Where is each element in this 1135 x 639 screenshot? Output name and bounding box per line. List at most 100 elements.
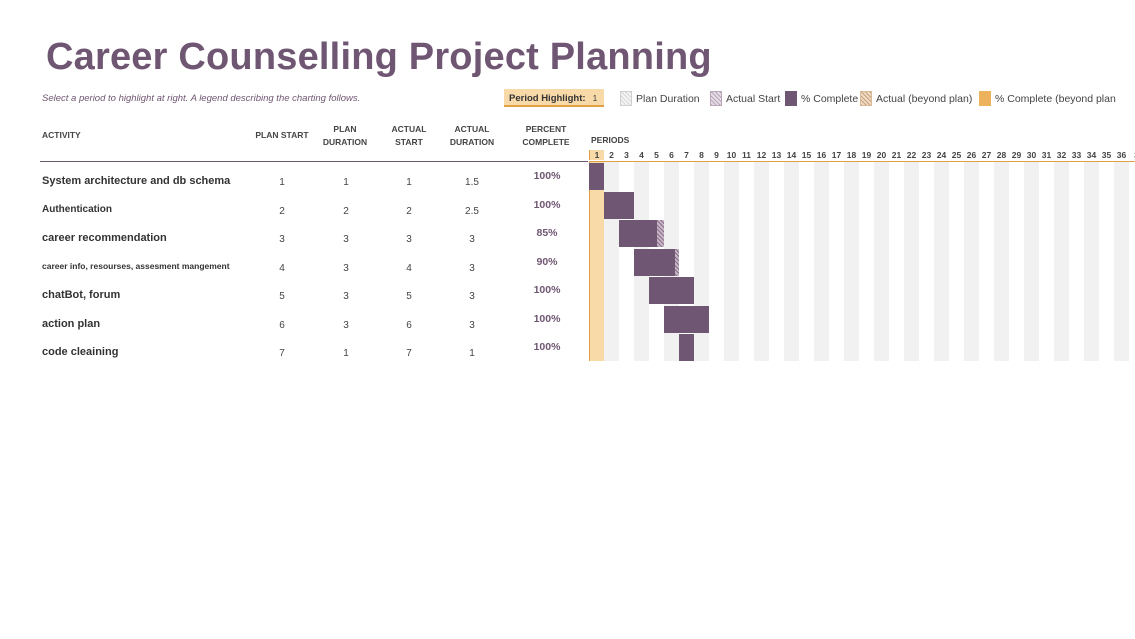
actual-start-cell: 6 xyxy=(406,320,412,331)
actual-duration-cell: 3 xyxy=(469,291,475,302)
plan-start-cell: 6 xyxy=(279,320,285,331)
period-column xyxy=(874,162,889,361)
header-activity: ACTIVITY xyxy=(42,130,81,140)
header-line: PLAN xyxy=(333,124,357,134)
period-column xyxy=(724,162,739,361)
percent-complete-bar xyxy=(589,163,604,190)
plan-duration-cell: 1 xyxy=(343,177,349,188)
period-column xyxy=(829,162,844,361)
page-title: Career Counselling Project Planning xyxy=(46,36,712,78)
period-number: 1 xyxy=(589,150,604,160)
period-column xyxy=(709,162,724,361)
actual-duration-cell: 3 xyxy=(469,234,475,245)
period-column xyxy=(799,162,814,361)
period-number: 17 xyxy=(831,150,842,160)
header-plan-start: PLAN START xyxy=(255,130,309,140)
actual-duration-cell: 2.5 xyxy=(465,206,479,217)
activity-name: Authentication xyxy=(42,204,112,215)
header-line: PERCENT xyxy=(525,124,567,134)
period-number: 3 xyxy=(624,150,629,160)
period-number: 7 xyxy=(684,150,689,160)
actual-start-cell: 4 xyxy=(406,263,412,274)
header-actual-start: ACTUAL START xyxy=(379,123,439,149)
period-column xyxy=(754,162,769,361)
actual-start-swatch xyxy=(710,91,722,106)
period-column xyxy=(979,162,994,361)
period-column xyxy=(1129,162,1135,361)
legend-plan-duration: Plan Duration xyxy=(620,90,700,107)
period-number: 30 xyxy=(1026,150,1037,160)
period-number: 25 xyxy=(951,150,962,160)
period-number: 26 xyxy=(966,150,977,160)
activity-name: action plan xyxy=(42,318,101,330)
actual-beyond-swatch xyxy=(860,91,872,106)
plan-start-cell: 7 xyxy=(279,348,285,359)
actual-start-cell: 7 xyxy=(406,348,412,359)
period-number: 2 xyxy=(609,150,614,160)
period-number: 13 xyxy=(771,150,782,160)
period-column xyxy=(1009,162,1024,361)
period-column xyxy=(844,162,859,361)
periods-label: PERIODS xyxy=(591,135,630,145)
header-line: ACTUAL xyxy=(391,124,427,134)
percent-complete-cell: 100% xyxy=(533,284,561,296)
period-column xyxy=(1114,162,1129,361)
period-number: 12 xyxy=(756,150,767,160)
actual-duration-cell: 3 xyxy=(469,263,475,274)
period-highlight-input[interactable]: 1 xyxy=(592,94,598,103)
actual-start-cell: 5 xyxy=(406,291,412,302)
period-number: 29 xyxy=(1011,150,1022,160)
period-column xyxy=(949,162,964,361)
header-line: COMPLETE xyxy=(522,137,570,147)
plan-duration-cell: 1 xyxy=(343,348,349,359)
header-plan-duration: PLAN DURATION xyxy=(315,123,375,149)
plan-duration-cell: 3 xyxy=(343,234,349,245)
period-number: 22 xyxy=(906,150,917,160)
legend-percent-beyond: % Complete (beyond plan xyxy=(979,90,1116,107)
period-column xyxy=(934,162,949,361)
plan-duration-cell: 2 xyxy=(343,206,349,217)
legend-actual-start: Actual Start xyxy=(710,90,780,107)
legend-label: Actual Start xyxy=(726,92,781,105)
period-column xyxy=(739,162,754,361)
legend-actual-beyond: Actual (beyond plan) xyxy=(860,90,972,107)
plan-start-cell: 1 xyxy=(279,177,285,188)
period-number: 16 xyxy=(816,150,827,160)
plan-duration-cell: 3 xyxy=(343,291,349,302)
period-column xyxy=(904,162,919,361)
actual-start-cell: 3 xyxy=(406,234,412,245)
header-percent-complete: PERCENT COMPLETE xyxy=(516,123,576,149)
period-number: 11 xyxy=(742,150,751,160)
legend-label: Actual (beyond plan) xyxy=(876,92,973,105)
header-line: DURATION xyxy=(322,137,368,147)
header-actual-duration: ACTUAL DURATION xyxy=(442,123,502,149)
period-top-divider xyxy=(589,161,1135,162)
percent-complete-cell: 100% xyxy=(533,199,561,211)
period-number: 9 xyxy=(714,150,719,160)
period-column xyxy=(994,162,1009,361)
plan-duration-cell: 3 xyxy=(343,263,349,274)
percent-complete-bar xyxy=(634,249,675,276)
header-line: START xyxy=(395,137,423,147)
actual-start-cell: 2 xyxy=(406,206,412,217)
period-highlight-label: Period Highlight: xyxy=(509,93,586,104)
percent-complete-swatch xyxy=(785,91,797,106)
period-column xyxy=(1054,162,1069,361)
period-column xyxy=(769,162,784,361)
plan-start-cell: 5 xyxy=(279,291,285,302)
actual-duration-cell: 3 xyxy=(469,320,475,331)
period-number: 14 xyxy=(786,150,797,160)
period-number: 10 xyxy=(726,150,737,160)
actual-duration-cell: 1 xyxy=(469,348,475,359)
activity-name: code cleaining xyxy=(42,346,119,358)
period-column xyxy=(964,162,979,361)
activity-name: career info, resourses, assesment mangem… xyxy=(42,261,230,271)
activity-name: System architecture and db schema xyxy=(42,175,231,187)
period-column xyxy=(814,162,829,361)
period-number: 31 xyxy=(1041,150,1052,160)
period-column xyxy=(784,162,799,361)
percent-beyond-swatch xyxy=(979,91,991,106)
period-number: 8 xyxy=(699,150,704,160)
period-highlight-box[interactable]: Period Highlight: 1 xyxy=(504,89,604,107)
legend-percent-complete: % Complete xyxy=(785,90,858,107)
